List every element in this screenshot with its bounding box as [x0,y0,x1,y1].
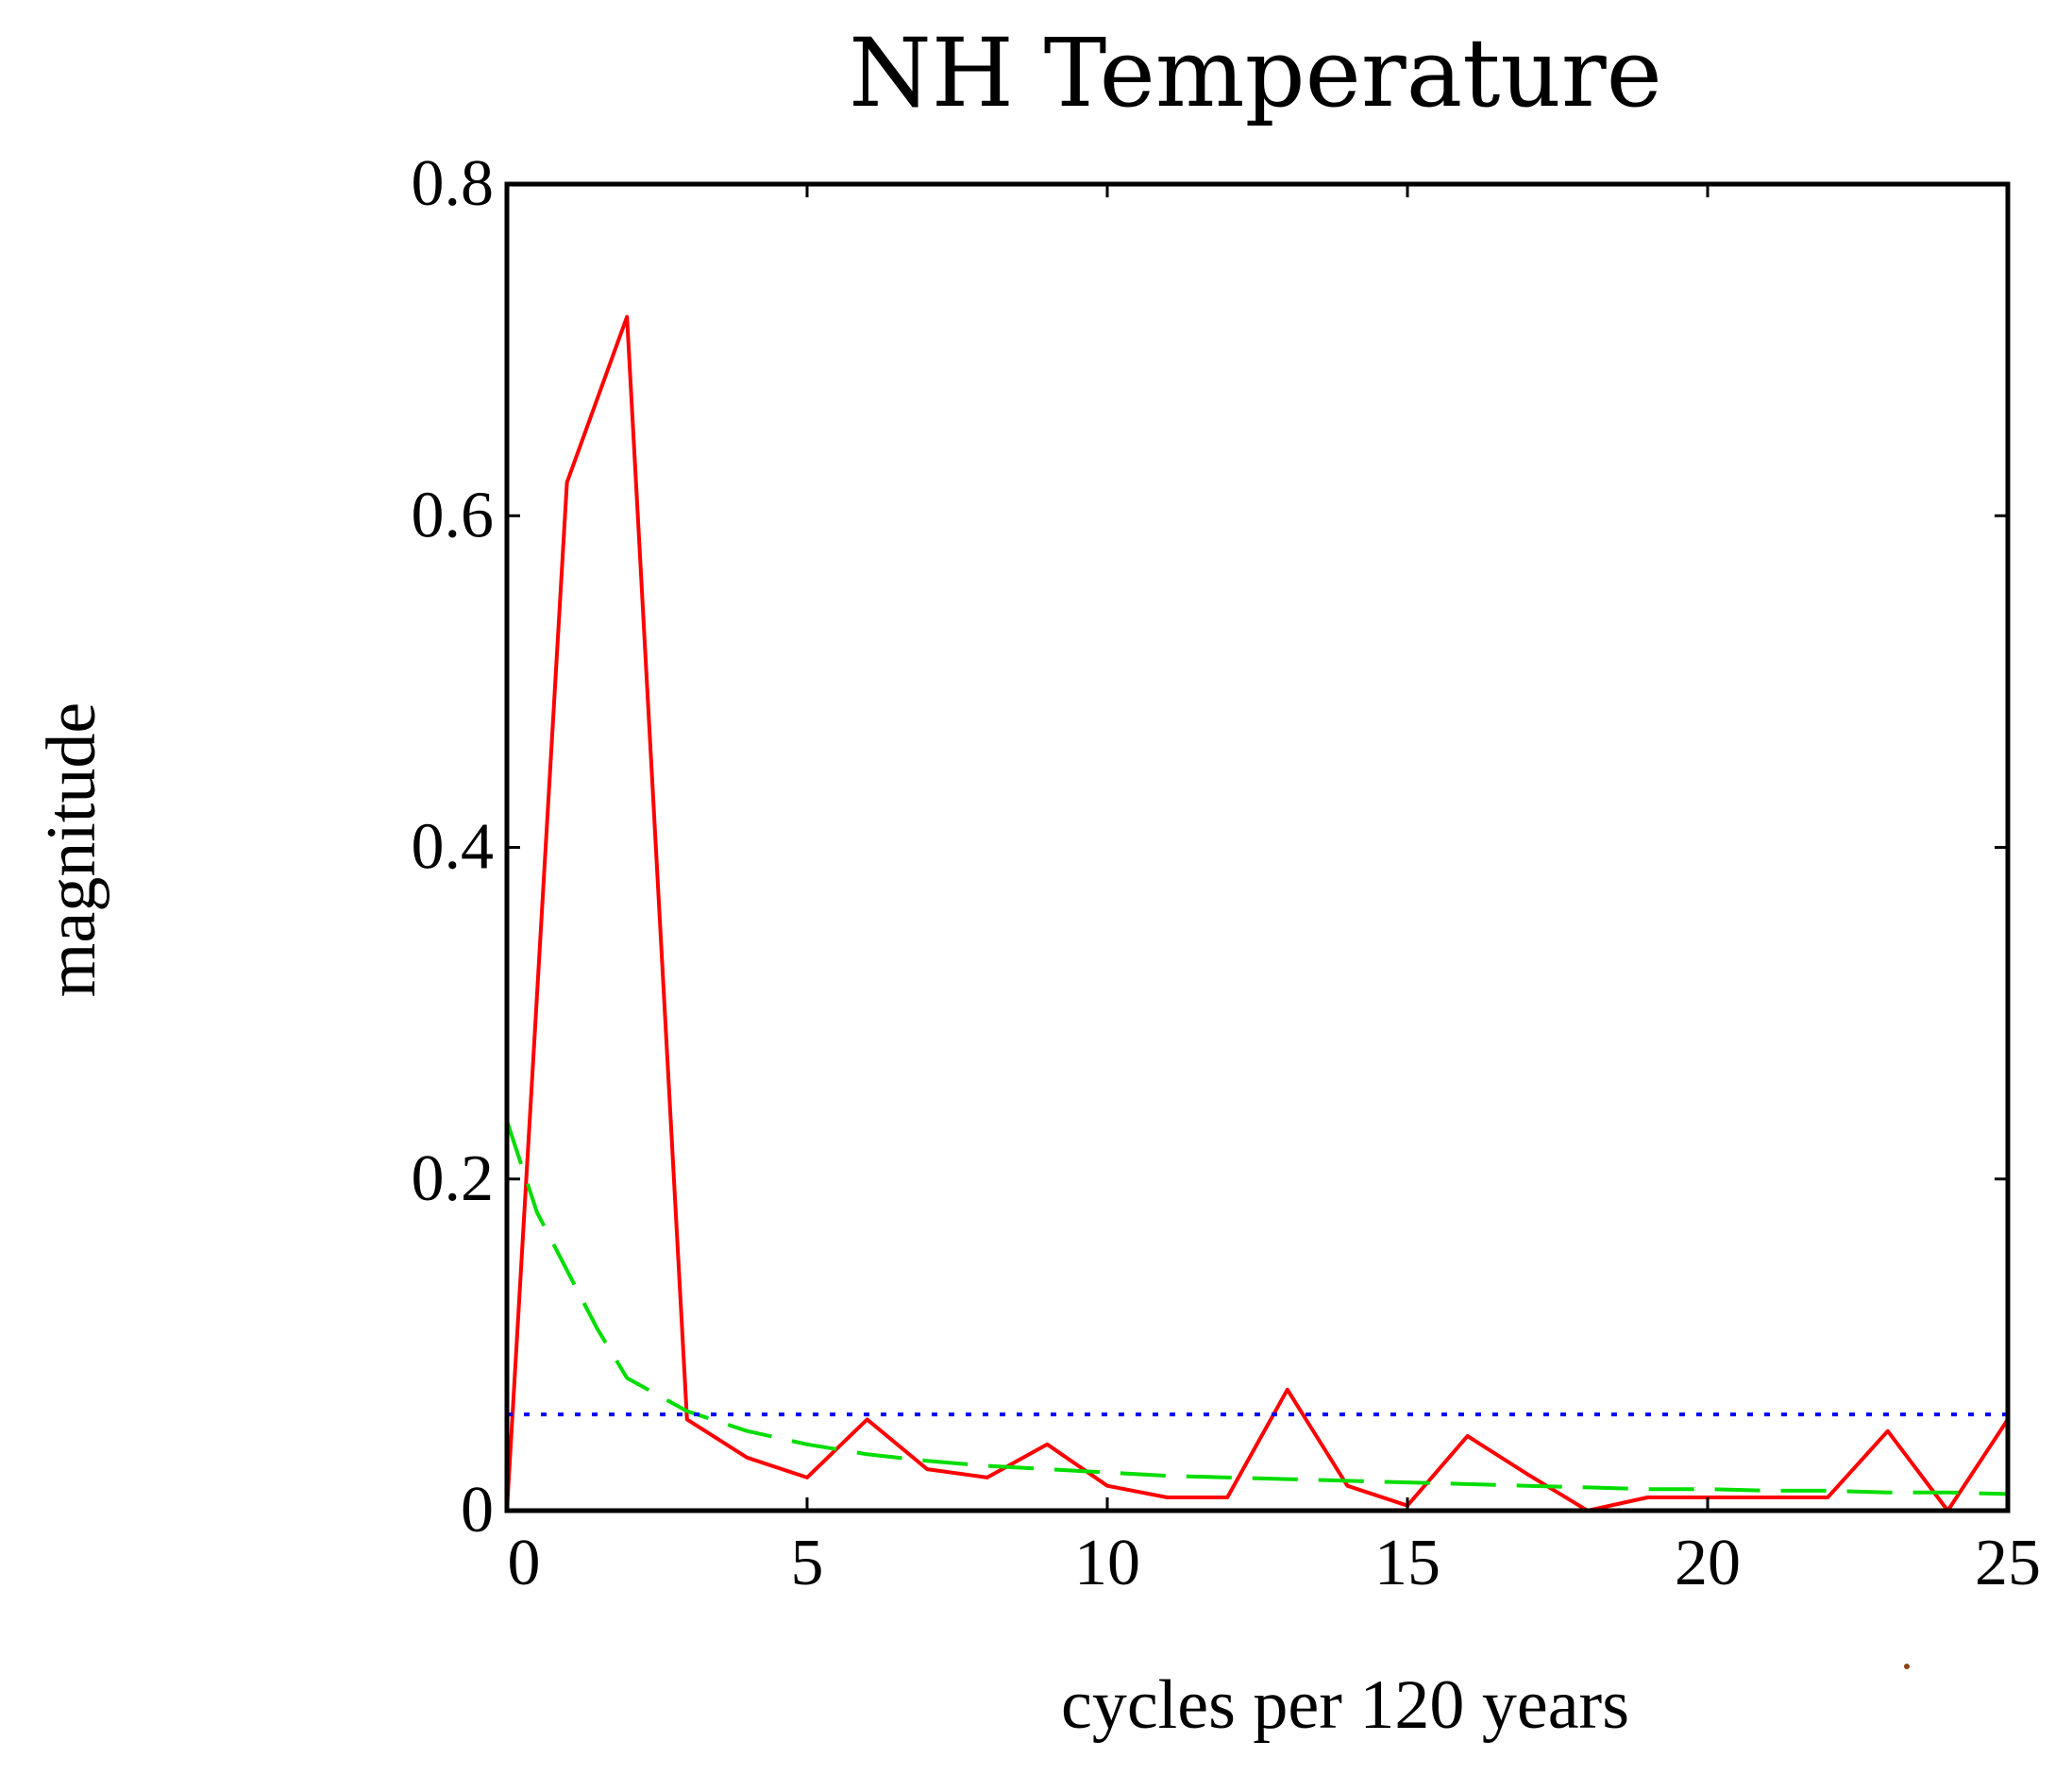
x-tick-label: 10 [1074,1527,1140,1599]
plot-series [505,314,2010,1513]
y-tick-label: 0.4 [412,811,495,884]
x-tick-label: 25 [1975,1527,2041,1599]
stray-dot [1904,1664,1910,1669]
y-tick-label: 0.6 [412,479,495,551]
series-line-red-noise [505,1120,2009,1496]
y-tick-label: 0.8 [412,147,495,220]
y-tick-label: 0.2 [412,1142,495,1215]
chart-title: NH Temperature [849,18,1662,128]
y-tick-label: 0 [461,1474,494,1547]
x-tick-label: 20 [1675,1527,1741,1599]
plot-frame [504,181,2011,1513]
y-axis-label-group: magnitude [33,702,110,997]
series-line-spectrum [505,314,2010,1513]
x-tick-label: 0 [508,1527,541,1599]
x-tick-label: 15 [1374,1527,1440,1599]
x-axis-label: cycles per 120 years [1061,1666,1629,1744]
axis-ticks [505,182,2010,1513]
x-tick-label: 5 [791,1527,824,1599]
y-axis-label: magnitude [33,702,110,997]
axis-tick-labels: 0 5 10 15 20 25 0 0.2 0.4 0.6 0.8 [412,147,2042,1599]
